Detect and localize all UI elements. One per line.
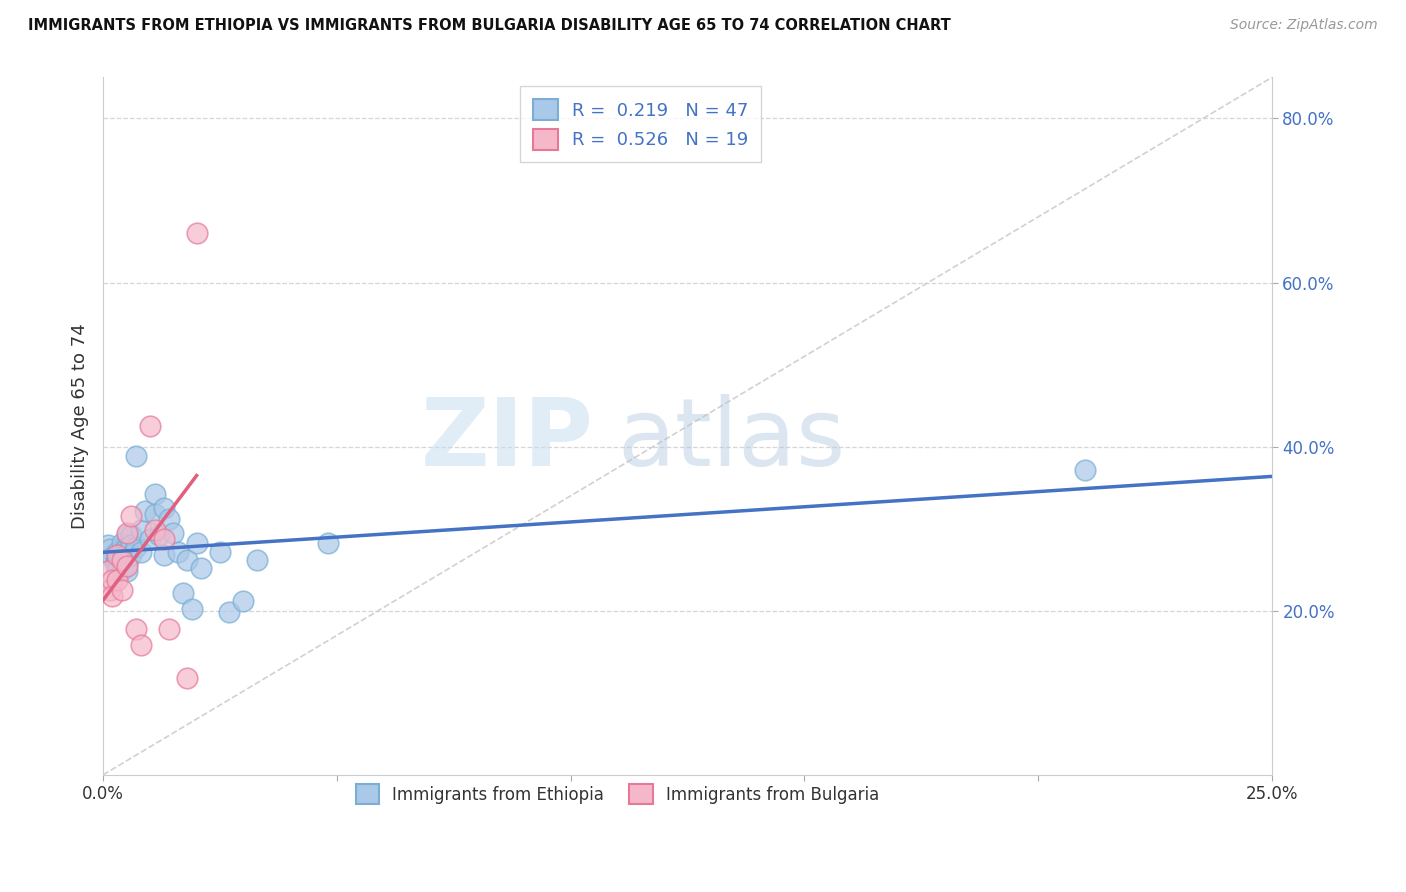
Point — [153, 501, 176, 516]
Point — [139, 532, 162, 546]
Point — [118, 542, 141, 557]
Point — [115, 540, 138, 554]
Point — [97, 538, 120, 552]
Point — [101, 550, 124, 565]
Point — [98, 542, 121, 557]
Point — [97, 565, 120, 579]
Point — [153, 548, 176, 562]
Point — [162, 525, 184, 540]
Point — [153, 532, 176, 546]
Point — [120, 548, 142, 562]
Point — [186, 536, 208, 550]
Point — [208, 544, 231, 558]
Text: atlas: atlas — [617, 394, 845, 486]
Text: IMMIGRANTS FROM ETHIOPIA VS IMMIGRANTS FROM BULGARIA DISABILITY AGE 65 TO 74 COR: IMMIGRANTS FROM ETHIOPIA VS IMMIGRANTS F… — [28, 18, 950, 33]
Point — [125, 450, 148, 464]
Point — [139, 419, 162, 434]
Point — [176, 553, 198, 567]
Point — [143, 507, 166, 521]
Point — [105, 573, 128, 587]
Point — [125, 622, 148, 636]
Point — [218, 606, 240, 620]
Point — [129, 524, 152, 538]
Point — [98, 583, 121, 598]
Point — [105, 563, 128, 577]
Point — [111, 583, 134, 598]
Point — [104, 556, 127, 570]
Point — [108, 548, 131, 562]
Point — [157, 622, 180, 636]
Point — [111, 544, 134, 558]
Point — [157, 512, 180, 526]
Point — [134, 503, 156, 517]
Point — [105, 544, 128, 558]
Point — [125, 540, 148, 554]
Point — [111, 553, 134, 567]
Point — [112, 546, 135, 560]
Point — [167, 544, 190, 558]
Point — [176, 671, 198, 685]
Point — [129, 544, 152, 558]
Point — [246, 553, 269, 567]
Point — [129, 638, 152, 652]
Point — [181, 602, 204, 616]
Point — [148, 528, 170, 542]
Point — [101, 573, 124, 587]
Point — [143, 487, 166, 501]
Point — [316, 536, 339, 550]
Point — [111, 554, 134, 568]
Point — [115, 565, 138, 579]
Point — [111, 563, 134, 577]
Y-axis label: Disability Age 65 to 74: Disability Age 65 to 74 — [72, 323, 89, 529]
Point — [111, 536, 134, 550]
Point — [190, 561, 212, 575]
Point — [105, 548, 128, 562]
Point — [1074, 462, 1097, 476]
Point — [115, 558, 138, 573]
Point — [120, 538, 142, 552]
Point — [115, 556, 138, 570]
Point — [115, 525, 138, 540]
Point — [172, 585, 194, 599]
Point — [101, 589, 124, 603]
Point — [115, 528, 138, 542]
Point — [186, 227, 208, 241]
Point — [232, 594, 254, 608]
Point — [115, 548, 138, 562]
Point — [120, 528, 142, 542]
Point — [120, 509, 142, 524]
Legend: Immigrants from Ethiopia, Immigrants from Bulgaria: Immigrants from Ethiopia, Immigrants fro… — [344, 772, 891, 815]
Text: Source: ZipAtlas.com: Source: ZipAtlas.com — [1230, 18, 1378, 32]
Point — [105, 554, 128, 568]
Text: ZIP: ZIP — [422, 394, 593, 486]
Point — [143, 524, 166, 538]
